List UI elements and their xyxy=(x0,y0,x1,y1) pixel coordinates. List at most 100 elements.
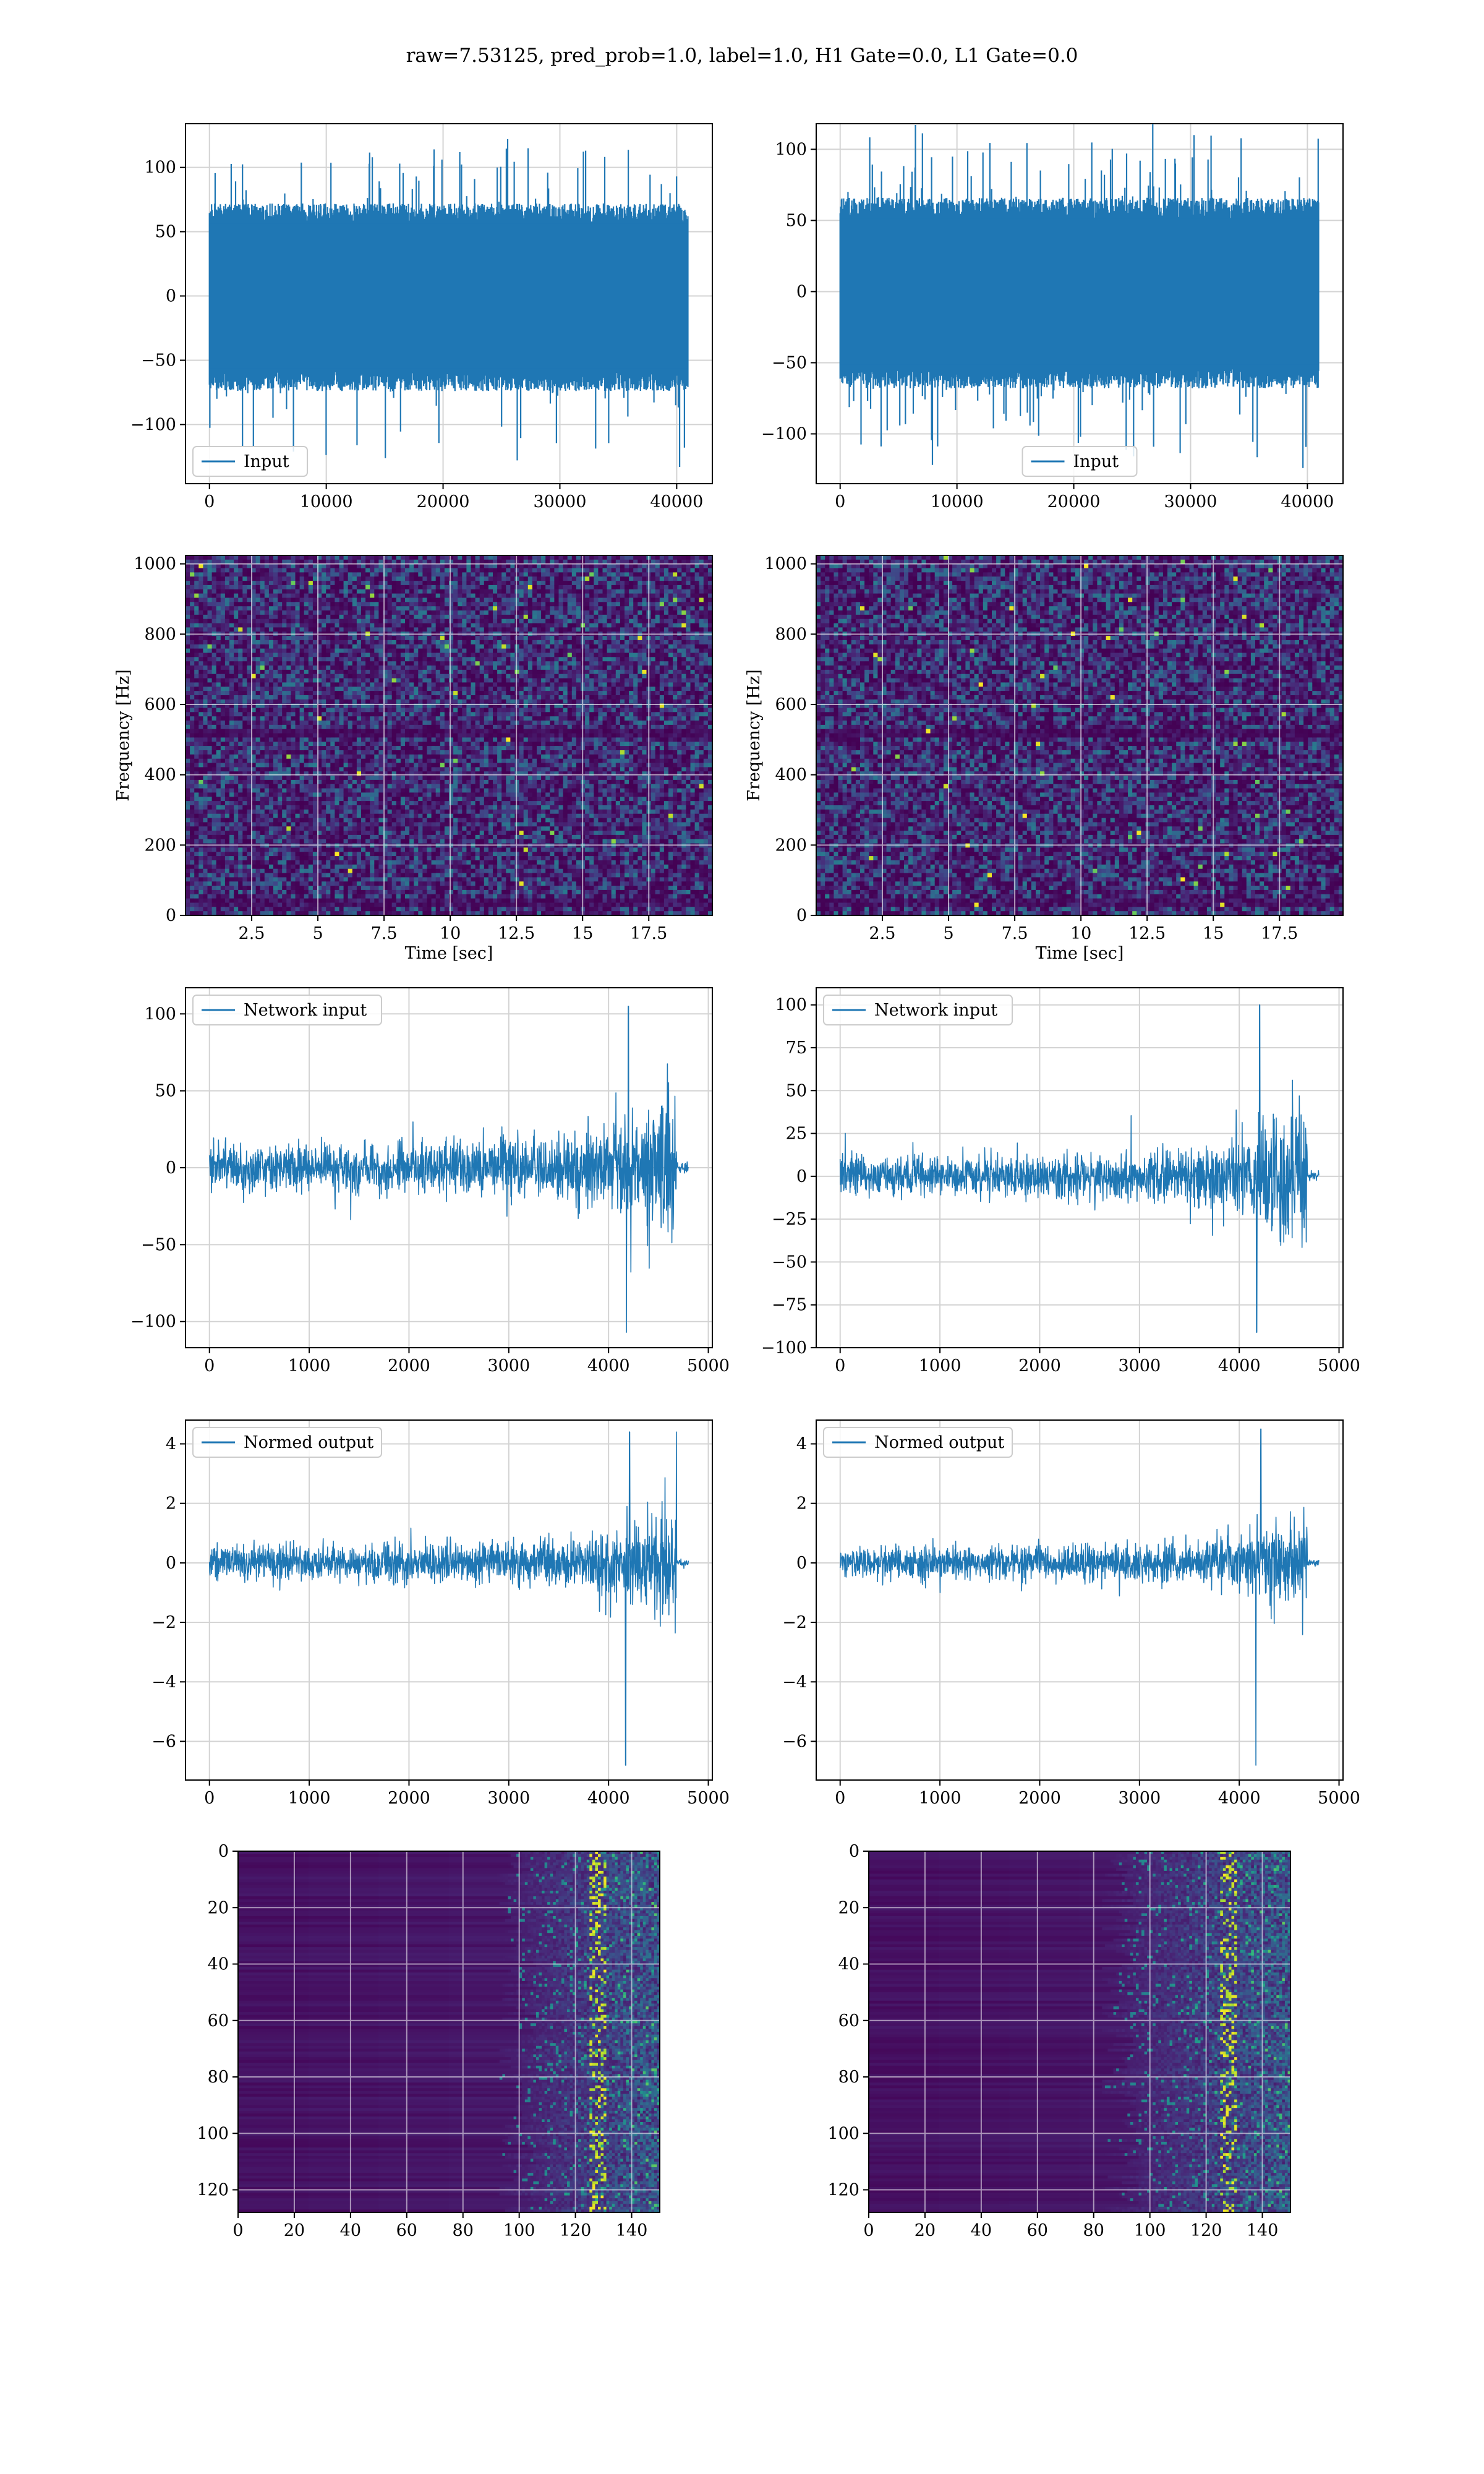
heatmap-cell xyxy=(392,555,397,560)
heatmap-cell xyxy=(409,903,414,907)
heatmap-cell xyxy=(225,581,230,585)
heatmap-cell xyxy=(361,789,366,793)
heatmap-cell xyxy=(405,644,410,649)
heatmap-cell xyxy=(330,627,335,631)
heatmap-cell xyxy=(304,678,309,683)
heatmap-cell xyxy=(432,576,437,581)
heatmap-cell xyxy=(247,750,252,755)
heatmap-cell xyxy=(309,729,313,734)
heatmap-cell xyxy=(335,847,339,852)
heatmap-cell xyxy=(234,649,239,653)
heatmap-cell xyxy=(409,818,414,823)
heatmap-cell xyxy=(396,734,401,738)
heatmap-cell xyxy=(365,695,370,700)
heatmap-cell xyxy=(194,894,199,899)
heatmap-cell xyxy=(221,907,226,911)
heatmap-cell xyxy=(273,627,278,631)
heatmap-cell xyxy=(216,860,221,865)
heatmap-cell xyxy=(212,670,217,674)
heatmap-cell xyxy=(286,712,291,716)
heatmap-cell xyxy=(203,818,208,823)
heatmap-cell xyxy=(418,644,423,649)
heatmap-cell xyxy=(273,712,278,716)
heatmap-cell xyxy=(322,856,326,860)
heatmap-cell xyxy=(265,886,270,890)
heatmap-cell xyxy=(432,712,437,716)
heatmap-cell xyxy=(198,695,203,700)
heatmap-cell xyxy=(405,860,410,865)
heatmap-cell xyxy=(436,576,441,581)
heatmap-cell xyxy=(339,666,344,670)
heatmap-cell xyxy=(208,903,213,907)
heatmap-cell xyxy=(313,877,318,881)
heatmap-cell xyxy=(348,873,353,878)
heatmap-cell xyxy=(326,792,331,797)
heatmap-cell xyxy=(352,822,357,826)
heatmap-cell xyxy=(309,725,313,729)
heatmap-cell xyxy=(326,674,331,678)
heatmap-cell xyxy=(348,865,353,869)
heatmap-cell xyxy=(365,810,370,814)
heatmap-cell xyxy=(265,695,270,700)
heatmap-cell xyxy=(357,682,362,687)
heatmap-cell xyxy=(265,881,270,886)
heatmap-cell xyxy=(286,776,291,780)
heatmap-cell xyxy=(396,776,401,780)
heatmap-cell xyxy=(427,759,432,763)
heatmap-cell xyxy=(198,881,203,886)
heatmap-cell xyxy=(409,700,414,704)
heatmap-cell xyxy=(361,907,366,911)
heatmap-cell xyxy=(374,826,379,831)
heatmap-cell xyxy=(208,776,213,780)
heatmap-cell xyxy=(392,636,397,640)
heatmap-cell xyxy=(265,564,270,568)
heatmap-cell xyxy=(322,644,326,649)
heatmap-cell xyxy=(208,695,213,700)
heatmap-cell xyxy=(374,899,379,903)
heatmap-cell xyxy=(378,860,383,865)
heatmap-cell xyxy=(221,903,226,907)
heatmap-cell xyxy=(212,729,217,734)
heatmap-cell xyxy=(238,784,243,789)
heatmap-cell xyxy=(291,759,296,763)
heatmap-cell xyxy=(269,708,274,713)
heatmap-cell xyxy=(374,755,379,759)
heatmap-cell xyxy=(432,564,437,568)
heatmap-cell xyxy=(260,725,265,729)
heatmap-cell xyxy=(265,818,270,823)
heatmap-cell xyxy=(409,585,414,589)
heatmap-cell xyxy=(212,708,217,713)
heatmap-cell xyxy=(225,695,230,700)
heatmap-cell xyxy=(374,568,379,573)
heatmap-cell xyxy=(392,759,397,763)
heatmap-cell xyxy=(221,721,226,725)
heatmap-cell xyxy=(326,780,331,784)
heatmap-cell xyxy=(203,576,208,581)
heatmap-cell xyxy=(273,831,278,835)
heatmap-cell xyxy=(436,755,441,759)
heatmap-cell xyxy=(186,903,190,907)
heatmap-cell xyxy=(374,627,379,631)
heatmap-cell xyxy=(344,737,349,742)
heatmap-cell xyxy=(300,700,305,704)
heatmap-cell xyxy=(221,894,226,899)
heatmap-cell xyxy=(260,695,265,700)
heatmap-cell xyxy=(352,555,357,560)
heatmap-cell xyxy=(339,721,344,725)
heatmap-cell xyxy=(313,661,318,666)
heatmap-cell xyxy=(247,619,252,623)
heatmap-cell xyxy=(216,682,221,687)
heatmap-cell xyxy=(370,797,375,801)
heatmap-cell xyxy=(427,691,432,695)
heatmap-cell xyxy=(221,847,226,852)
heatmap-cell xyxy=(300,792,305,797)
heatmap-cell xyxy=(229,602,234,606)
heatmap-cell xyxy=(190,826,195,831)
heatmap-cell xyxy=(339,886,344,890)
heatmap-cell xyxy=(300,721,305,725)
heatmap-cell xyxy=(291,585,296,589)
heatmap-cell xyxy=(265,831,270,835)
heatmap-cell xyxy=(273,729,278,734)
heatmap-cell xyxy=(309,572,313,576)
heatmap-cell xyxy=(422,780,427,784)
